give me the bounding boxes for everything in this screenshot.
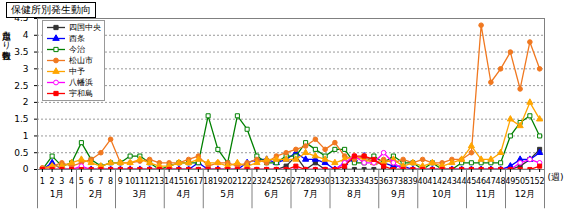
svg-text:7: 7 [98,177,103,186]
svg-text:21: 21 [232,177,242,186]
svg-text:17: 17 [193,177,203,186]
svg-text:3.5: 3.5 [14,47,28,57]
svg-text:3: 3 [23,64,29,74]
svg-text:8月: 8月 [347,189,362,199]
svg-text:22: 22 [242,177,252,186]
svg-text:9: 9 [118,177,123,186]
svg-text:45: 45 [466,177,476,186]
svg-text:36: 36 [379,177,389,186]
svg-text:38: 38 [398,177,408,186]
svg-text:0.5: 0.5 [14,148,28,158]
svg-text:44: 44 [457,177,467,186]
svg-text:11月: 11月 [476,189,496,199]
svg-text:13: 13 [154,177,164,186]
svg-text:20: 20 [223,177,233,186]
svg-text:2: 2 [23,97,29,107]
svg-text:34: 34 [359,177,369,186]
svg-text:5月: 5月 [220,189,235,199]
svg-text:25: 25 [271,177,281,186]
svg-text:47: 47 [486,177,496,186]
svg-text:2: 2 [50,177,55,186]
html-text:四国中央: 四国中央 [69,23,101,32]
html-text:松山市: 松山市 [69,56,93,65]
svg-text:28: 28 [301,177,311,186]
svg-text:6月: 6月 [264,189,279,199]
html-text:今治: 今治 [69,45,85,54]
svg-text:12: 12 [145,177,155,186]
svg-text:4: 4 [69,177,74,186]
svg-text:4.5: 4.5 [14,13,29,24]
html-text:保健所別発生動向: 保健所別発生動向 [11,4,91,15]
svg-text:4月: 4月 [176,189,191,199]
svg-text:(週): (週) [548,172,564,182]
svg-text:26: 26 [281,177,291,186]
svg-text:46: 46 [476,177,486,186]
svg-text:1.5: 1.5 [14,114,28,124]
svg-text:12月: 12月 [515,189,535,199]
svg-text:18: 18 [203,177,213,186]
svg-text:24: 24 [262,177,272,186]
svg-text:27: 27 [291,177,301,186]
svg-text:9月: 9月 [391,189,406,199]
svg-text:10: 10 [125,177,135,186]
svg-text:10月: 10月 [432,189,452,199]
html-text:定点当たり報告数: 定点当たり報告数 [2,24,12,44]
svg-text:1: 1 [23,131,29,141]
svg-text:23: 23 [252,177,262,186]
svg-text:29: 29 [310,177,320,186]
svg-text:43: 43 [447,177,457,186]
svg-text:49: 49 [505,177,515,186]
svg-text:15: 15 [174,177,184,186]
svg-text:41: 41 [427,177,437,186]
svg-text:16: 16 [184,177,194,186]
svg-text:2.5: 2.5 [14,80,28,90]
html-text:宇和島: 宇和島 [69,89,93,98]
svg-text:14: 14 [164,177,174,186]
svg-text:31: 31 [330,177,340,186]
svg-text:19: 19 [213,177,223,186]
svg-text:42: 42 [437,177,447,186]
svg-text:4: 4 [23,30,29,40]
svg-text:33: 33 [349,177,359,186]
svg-text:11: 11 [135,177,145,186]
svg-text:3: 3 [59,177,64,186]
svg-text:52: 52 [535,177,545,186]
svg-text:35: 35 [369,177,379,186]
svg-text:1: 1 [40,177,45,186]
svg-text:5: 5 [79,177,84,186]
svg-text:30: 30 [320,177,330,186]
svg-text:37: 37 [388,177,398,186]
svg-text:7月: 7月 [303,189,318,199]
html-text:八幡浜: 八幡浜 [69,78,93,87]
html-text:西条: 西条 [69,34,85,43]
svg-text:8: 8 [108,177,113,186]
svg-text:0: 0 [23,164,29,174]
svg-text:6: 6 [89,177,94,186]
svg-text:50: 50 [515,177,525,186]
svg-text:32: 32 [340,177,350,186]
html-text:中予: 中予 [69,67,85,76]
svg-text:48: 48 [496,177,506,186]
svg-text:1月: 1月 [50,189,65,199]
svg-text:3月: 3月 [133,189,148,199]
svg-text:39: 39 [408,177,418,186]
svg-text:51: 51 [525,177,535,186]
svg-text:2月: 2月 [89,189,104,199]
svg-text:40: 40 [418,177,428,186]
